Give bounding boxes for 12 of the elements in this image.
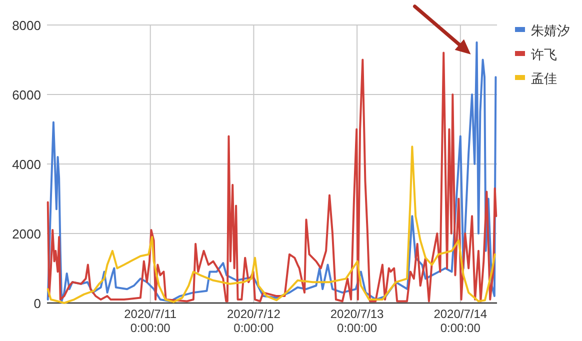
x-tick-label: 2020/7/11 0:00:00 bbox=[124, 307, 177, 335]
y-tick-label: 4000 bbox=[12, 157, 41, 172]
x-tick-label: 2020/7/13 0:00:00 bbox=[330, 307, 384, 335]
x-tick-label: 2020/7/12 0:00:00 bbox=[227, 307, 281, 335]
y-tick-label: 2000 bbox=[12, 226, 41, 242]
legend-label: 孟佳 bbox=[531, 71, 557, 86]
y-tick-label: 0 bbox=[34, 296, 41, 311]
legend-label: 许飞 bbox=[531, 47, 557, 62]
y-tick-label: 8000 bbox=[12, 18, 41, 33]
y-tick-label: 6000 bbox=[12, 88, 41, 102]
legend-label: 朱婧汐 bbox=[531, 23, 570, 38]
x-tick-label: 2020/7/14 0:00:00 bbox=[434, 307, 488, 335]
